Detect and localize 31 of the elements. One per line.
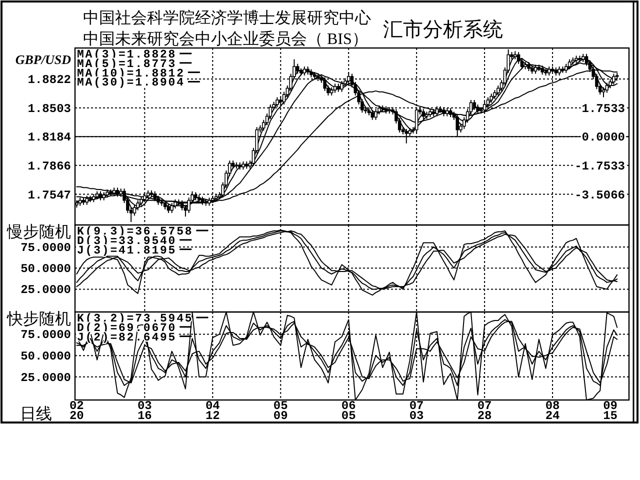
y-axis-title: 快步随机 [6,310,71,328]
y2-tick-label: 1.7533 [582,102,625,116]
x-tick-label: 02 20 [69,399,84,423]
text: 汇市分析系统 [383,19,503,41]
y-tick-label: 1.8503 [28,102,71,116]
x-tick-label: 04 12 [205,399,220,423]
y-tick-label: 75.0000 [20,240,71,255]
y-tick-label: 1.7547 [28,188,71,202]
x-tick-label: 05 09 [273,399,288,423]
x-tick-label: 03 16 [137,399,152,423]
y-tick-label: 50.0000 [20,262,71,276]
chart-subtitle: 中国未来研究会中小企业委员会（ BIS） [83,30,368,48]
x-tick-label: 07 03 [409,399,424,423]
y-axis-title: GBP/USD [15,52,72,67]
y-tick-label: 1.7866 [28,159,71,174]
y-tick-label: 75.0000 [20,328,71,342]
y-tick-label: 25.0000 [20,283,71,298]
x-axis-title: 日线 [20,405,52,423]
x-tick-label: 06 05 [341,399,356,423]
x-tick-label: 07 28 [477,399,492,423]
y2-tick-label: -3.5066 [574,188,625,202]
chart-title: 中国社会科学院经济学博士发展研究中心 [83,9,371,27]
y-tick-label: 1.8184 [28,130,71,145]
y2-tick-label: 0.0000 [582,130,625,145]
y-axis-title: 慢步随机 [6,223,71,241]
y-tick-label: 25.0000 [20,370,71,385]
x-tick-label: 08 24 [545,399,560,423]
y-tick-label: 50.0000 [20,350,71,364]
y-tick-label: 1.8822 [28,73,71,88]
x-tick-label: 09 15 [603,399,618,423]
y2-tick-label: -1.7533 [574,160,625,174]
